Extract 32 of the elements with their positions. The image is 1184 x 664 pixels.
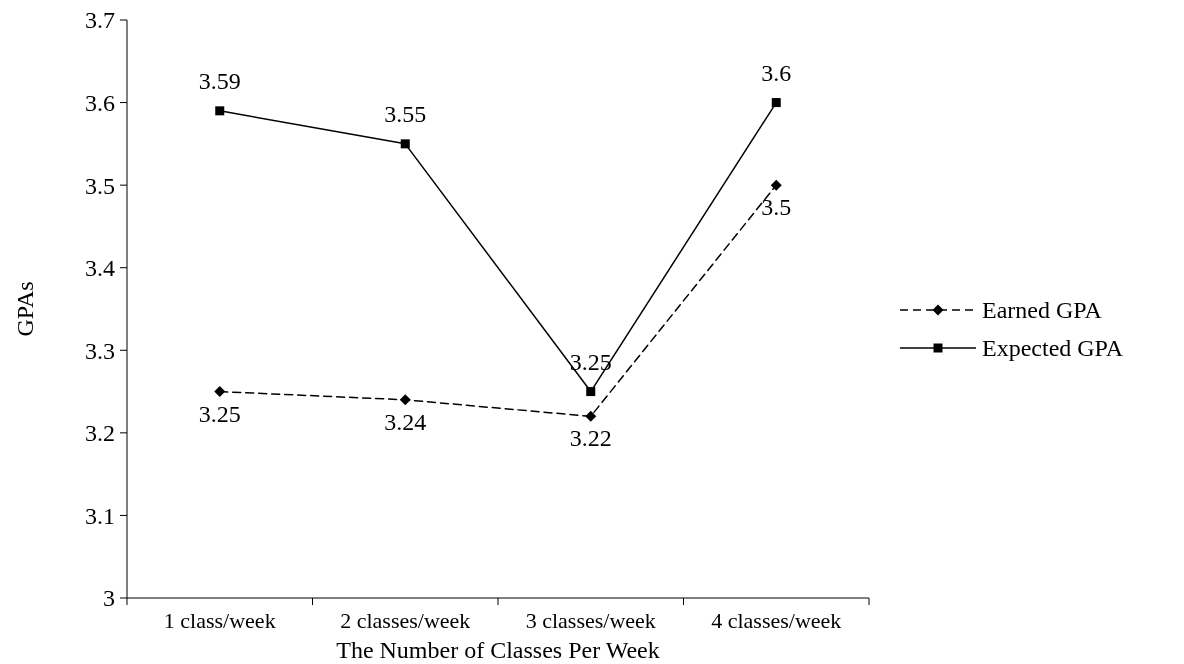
data-label: 3.22 (569, 425, 612, 452)
x-tick-label: 1 class/week (163, 608, 276, 633)
y-tick-label: 3.5 (85, 172, 115, 199)
point (399, 394, 411, 406)
y-tick-label: 3.2 (85, 420, 115, 447)
x-tick-label: 2 classes/week (340, 608, 471, 633)
point (585, 410, 597, 422)
y-tick-label: 3.6 (85, 89, 115, 116)
x-axis-title: The Number of Classes Per Week (336, 637, 660, 663)
data-label: 3.5 (761, 194, 792, 221)
legend-label: Expected GPA (982, 335, 1124, 362)
y-tick-label: 3.7 (85, 7, 115, 34)
data-label: 3.25 (198, 400, 241, 427)
y-tick-label: 3.1 (85, 502, 115, 529)
data-label: 3.59 (198, 67, 241, 94)
legend-label: Earned GPA (982, 297, 1103, 324)
y-tick-label: 3.4 (85, 255, 115, 282)
data-label: 3.24 (384, 408, 427, 435)
x-tick-label: 4 classes/week (711, 608, 842, 633)
y-tick-label: 3 (103, 585, 115, 612)
point (400, 139, 410, 149)
point (214, 386, 226, 398)
y-axis-title: GPAs (12, 281, 38, 337)
x-tick-label: 3 classes/week (525, 608, 656, 633)
point (215, 106, 225, 116)
y-tick-label: 3.3 (85, 337, 115, 364)
point (770, 179, 782, 191)
data-label: 3.6 (761, 59, 792, 86)
data-label: 3.25 (569, 348, 612, 375)
data-label: 3.55 (384, 100, 427, 127)
point (771, 98, 781, 108)
point (586, 387, 596, 397)
